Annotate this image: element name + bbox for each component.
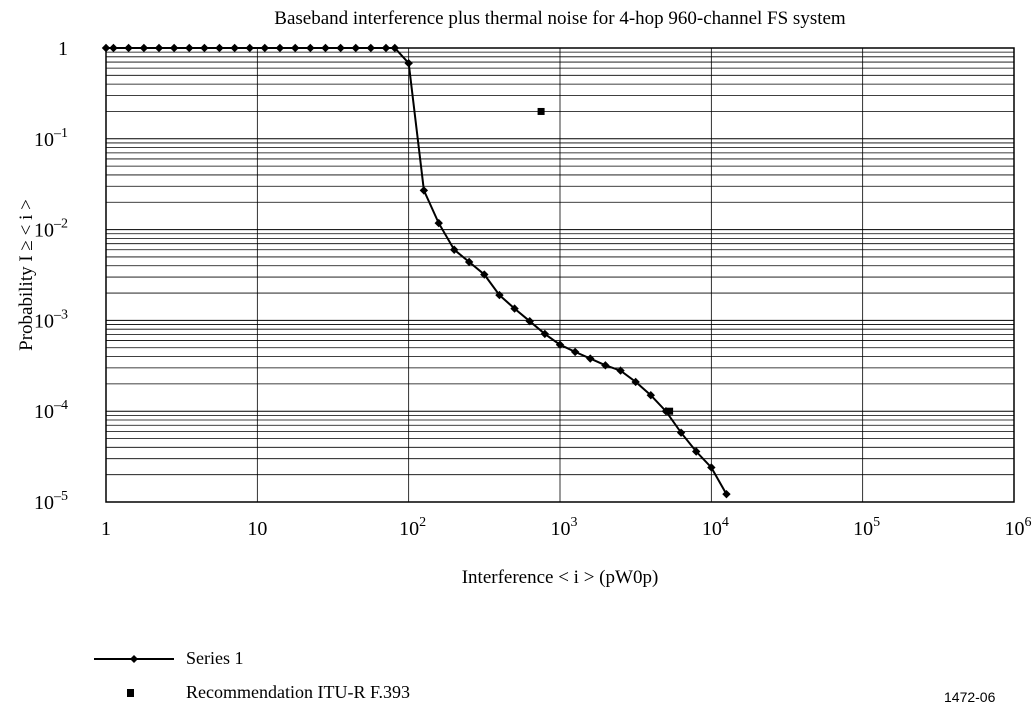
data-point-diamond <box>631 377 640 387</box>
x-tick-label: 1 <box>101 518 111 540</box>
data-point-diamond <box>570 347 580 357</box>
data-point-diamond <box>381 43 391 53</box>
data-point-diamond <box>306 43 315 53</box>
grid <box>105 48 1015 503</box>
data-point-diamond <box>109 43 118 53</box>
legend-swatch-line-diamond <box>94 655 174 663</box>
data-point-diamond <box>601 361 610 370</box>
data-point-diamond <box>260 43 269 53</box>
plot-frame <box>105 47 1015 503</box>
x-tick-label: 103 <box>551 515 578 540</box>
data-point-diamond <box>169 43 179 53</box>
x-tick-label: 105 <box>853 515 880 540</box>
data-point-diamond <box>101 43 111 53</box>
data-point-diamond <box>366 43 375 53</box>
data-point-square <box>666 407 674 415</box>
data-point-diamond <box>154 43 164 53</box>
data-point-diamond <box>450 245 459 254</box>
data-point-diamond <box>661 407 671 416</box>
data-point-diamond <box>646 391 655 400</box>
data-point-diamond <box>321 43 330 53</box>
data-point-diamond <box>555 340 565 349</box>
data-point-diamond <box>722 489 731 499</box>
data-point-diamond <box>291 43 300 53</box>
data-point-diamond <box>275 43 285 53</box>
x-tick-label: 10 <box>247 518 267 540</box>
data-point-diamond <box>510 304 519 313</box>
data-point-diamond <box>616 366 625 375</box>
data-point-diamond <box>390 43 400 53</box>
x-tick-label: 102 <box>399 515 426 540</box>
x-axis-label: Interference < i > (pW0p) <box>461 567 659 588</box>
data-point-square <box>537 107 545 115</box>
series-line-1 <box>106 47 728 495</box>
figure-id: 1472-06 <box>944 689 996 705</box>
legend-swatch-square <box>127 689 134 697</box>
y-tick-label: 10–2 <box>34 217 68 242</box>
data-point-diamond <box>495 290 504 300</box>
data-point-diamond <box>707 463 716 472</box>
data-point-diamond <box>464 257 474 267</box>
data-point-diamond <box>185 43 194 53</box>
y-axis-label: Probability I ≥ < i > <box>16 199 37 351</box>
data-point-diamond <box>525 316 534 326</box>
data-point-diamond <box>139 43 149 53</box>
legend-label: Series 1 <box>186 648 244 668</box>
data-point-diamond <box>691 447 701 456</box>
data-point-diamond <box>230 43 239 53</box>
legend-label: Recommendation ITU-R F.393 <box>186 682 411 702</box>
y-tick-label: 10–4 <box>34 398 68 423</box>
data-point-diamond <box>245 43 254 53</box>
data-point-diamond <box>434 218 443 228</box>
y-tick-label: 1 <box>58 38 68 60</box>
data-point-diamond <box>351 43 360 53</box>
tick-labels: 1 10 102 103 104 105 106 1 10–1 10–2 10–3 10–4 10–5 <box>34 38 1032 540</box>
data-point-diamond <box>480 270 489 279</box>
chart-title: Baseband interference plus thermal noise… <box>274 8 846 29</box>
data-point-diamond <box>215 43 224 53</box>
data-point-diamond <box>540 329 550 339</box>
series <box>101 43 731 499</box>
data-point-diamond <box>676 428 686 437</box>
data-point-diamond <box>200 43 209 53</box>
data-point-diamond <box>404 59 413 68</box>
data-point-diamond <box>124 43 133 53</box>
data-point-diamond <box>419 186 429 195</box>
data-point-diamond <box>336 43 345 53</box>
x-tick-label: 104 <box>702 515 729 540</box>
y-tick-label: 10–5 <box>34 489 68 514</box>
y-tick-label: 10–1 <box>34 126 68 151</box>
x-tick-label: 106 <box>1005 515 1032 540</box>
y-tick-label: 10–3 <box>34 307 68 332</box>
data-point-diamond <box>586 354 595 363</box>
